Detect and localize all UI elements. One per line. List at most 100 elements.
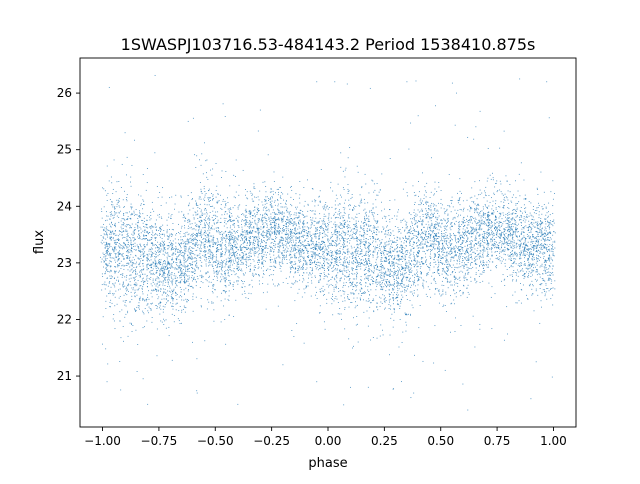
data-point <box>220 241 222 243</box>
data-point <box>180 260 182 262</box>
data-point <box>165 276 167 278</box>
data-point <box>134 269 136 271</box>
data-point <box>215 260 217 262</box>
data-point <box>546 249 548 251</box>
data-point <box>543 232 545 234</box>
data-point <box>126 200 128 202</box>
data-point <box>397 237 399 239</box>
data-point <box>399 305 401 307</box>
data-point <box>212 262 214 264</box>
data-point <box>443 241 445 243</box>
data-point <box>187 205 189 207</box>
data-point <box>541 230 542 232</box>
data-point <box>442 249 444 251</box>
data-point <box>509 239 511 241</box>
data-point <box>109 306 111 308</box>
data-point <box>286 222 287 224</box>
data-point <box>311 243 313 245</box>
data-point <box>279 233 280 235</box>
data-point <box>116 206 118 208</box>
data-point <box>391 217 393 219</box>
data-point <box>186 301 188 303</box>
data-point <box>500 234 502 236</box>
data-point <box>278 233 280 235</box>
data-point <box>415 231 417 232</box>
data-point <box>122 273 124 275</box>
data-point <box>373 268 375 270</box>
data-point <box>393 262 395 264</box>
data-point <box>520 251 522 253</box>
data-point <box>465 251 467 253</box>
data-point <box>528 215 530 217</box>
data-point <box>380 246 382 248</box>
data-point <box>325 229 327 231</box>
data-point <box>371 270 373 272</box>
data-point <box>299 249 301 251</box>
data-point <box>437 272 439 274</box>
data-point <box>121 218 123 220</box>
data-point <box>293 228 295 230</box>
data-point <box>414 258 416 260</box>
data-point <box>246 197 248 199</box>
data-point <box>303 205 305 207</box>
data-point <box>200 270 202 272</box>
data-point <box>373 272 375 274</box>
data-point <box>339 222 341 224</box>
data-point <box>446 270 448 272</box>
data-point <box>112 249 114 250</box>
data-point <box>527 245 529 247</box>
data-point <box>343 245 345 247</box>
data-point <box>409 240 411 242</box>
data-point <box>178 282 180 283</box>
data-point <box>294 221 296 223</box>
data-point <box>270 223 272 225</box>
data-point <box>158 254 160 256</box>
data-point <box>242 246 244 248</box>
data-point <box>476 255 478 257</box>
data-point <box>351 194 353 195</box>
data-point <box>346 276 348 278</box>
data-point <box>202 242 204 244</box>
data-point <box>156 282 158 284</box>
data-point <box>320 256 322 258</box>
data-point <box>311 235 313 237</box>
data-point <box>118 281 119 282</box>
data-point <box>486 264 487 266</box>
data-point <box>380 263 382 265</box>
data-point <box>444 278 446 279</box>
data-point <box>494 244 496 246</box>
data-point <box>212 242 214 244</box>
data-point <box>443 230 445 232</box>
data-point <box>246 191 248 193</box>
data-point <box>211 302 213 304</box>
data-point <box>406 227 408 229</box>
data-point <box>484 237 486 239</box>
data-point <box>187 280 189 282</box>
data-point <box>504 193 506 195</box>
data-point <box>233 241 235 243</box>
data-point <box>524 263 526 264</box>
data-point <box>114 212 116 214</box>
data-point <box>439 222 440 224</box>
data-point <box>514 218 515 220</box>
data-point <box>545 282 547 284</box>
data-point <box>243 231 244 233</box>
data-point <box>487 244 489 246</box>
data-point <box>536 239 538 241</box>
data-point <box>282 212 284 214</box>
data-point <box>215 227 217 229</box>
data-point <box>448 246 450 248</box>
data-point <box>302 241 304 243</box>
data-point <box>258 220 260 222</box>
data-point <box>428 231 429 233</box>
data-point <box>125 276 127 278</box>
data-point <box>543 257 544 259</box>
data-point <box>438 250 439 252</box>
data-point <box>107 229 109 231</box>
data-point <box>368 247 370 249</box>
data-point <box>204 203 206 205</box>
data-point <box>309 243 311 245</box>
data-point <box>312 217 314 219</box>
data-point <box>261 233 263 235</box>
data-point <box>389 238 390 240</box>
